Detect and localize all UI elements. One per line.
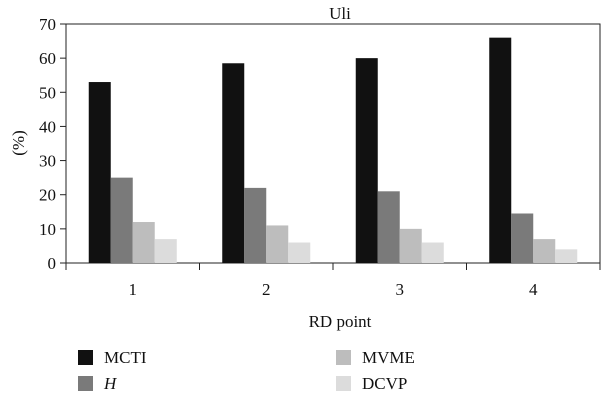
y-tick-label: 40: [39, 117, 56, 136]
x-tick-label: 3: [396, 280, 405, 299]
legend-swatch: [78, 350, 93, 365]
y-tick-label: 20: [39, 186, 56, 205]
legend-swatch: [336, 376, 351, 391]
bar-mvme-4: [533, 239, 556, 263]
y-tick-label: 0: [48, 254, 57, 273]
y-tick-label: 30: [39, 152, 56, 171]
legend-item-mvme: MVME: [336, 348, 415, 367]
bar-h-1: [110, 177, 133, 263]
bar-mcti-4: [489, 37, 512, 264]
axes: 0 10 20 30 40 50 60 70 1 2 3 4: [39, 15, 601, 299]
legend-swatch: [336, 350, 351, 365]
legend-swatch: [78, 376, 93, 391]
bar-mvme-3: [399, 228, 422, 263]
bars: [88, 37, 578, 264]
legend-label: MCTI: [104, 348, 147, 367]
legend-item-dcvp: DCVP: [336, 374, 407, 393]
x-tick-label: 1: [129, 280, 138, 299]
y-axis-title: (%): [9, 130, 28, 155]
y-tick-label: 10: [39, 220, 56, 239]
x-axis-title: RD point: [309, 312, 372, 331]
bar-dcvp-1: [154, 239, 177, 263]
x-tick-label: 4: [529, 280, 538, 299]
legend: MCTI H MVME DCVP: [78, 348, 415, 393]
bar-dcvp-4: [555, 249, 578, 263]
bar-mcti-3: [355, 58, 378, 264]
legend-item-mcti: MCTI: [78, 348, 147, 367]
chart-title: Uli: [329, 4, 351, 23]
legend-label: H: [103, 374, 118, 393]
y-tick-label: 50: [39, 83, 56, 102]
y-tick-label: 60: [39, 49, 56, 68]
bar-mvme-2: [266, 225, 289, 263]
bar-mvme-1: [132, 222, 155, 263]
bar-dcvp-3: [421, 242, 444, 263]
y-tick-label: 70: [39, 15, 56, 34]
bar-mcti-2: [222, 63, 245, 264]
x-tick-label: 2: [262, 280, 271, 299]
legend-item-h: H: [78, 374, 118, 393]
bar-h-2: [244, 187, 267, 263]
bar-mcti-1: [88, 82, 111, 264]
legend-label: DCVP: [362, 374, 407, 393]
bar-h-4: [511, 213, 534, 263]
bar-h-3: [377, 191, 400, 263]
bar-dcvp-2: [288, 242, 311, 263]
legend-label: MVME: [362, 348, 415, 367]
